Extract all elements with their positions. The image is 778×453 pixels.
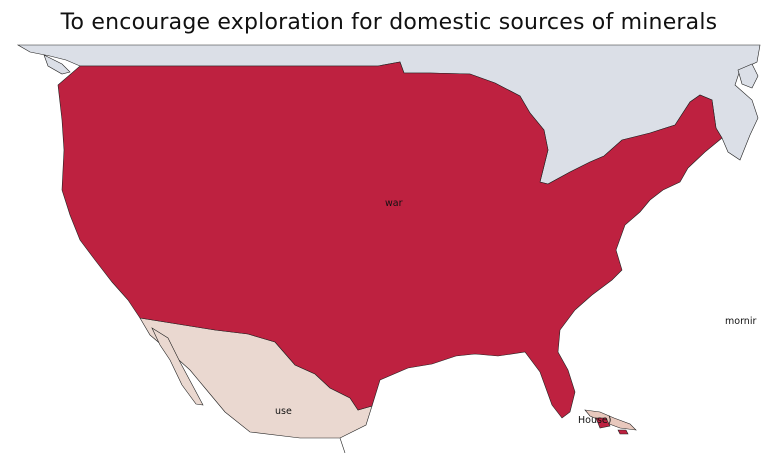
- region-baja: [151, 327, 204, 406]
- region-caribbean-islands: [595, 417, 629, 435]
- region-usa: [57, 61, 723, 419]
- label-mexico: use: [275, 406, 292, 417]
- label-usa: war: [385, 198, 403, 209]
- region-newfoundland: [737, 63, 759, 89]
- map-title: To encourage exploration for domestic so…: [60, 10, 718, 35]
- label-caribbean: House): [578, 415, 612, 426]
- region-cuba: [584, 409, 637, 431]
- label-atlantic: mornir: [725, 316, 757, 327]
- region-vancouver-island: [43, 54, 71, 75]
